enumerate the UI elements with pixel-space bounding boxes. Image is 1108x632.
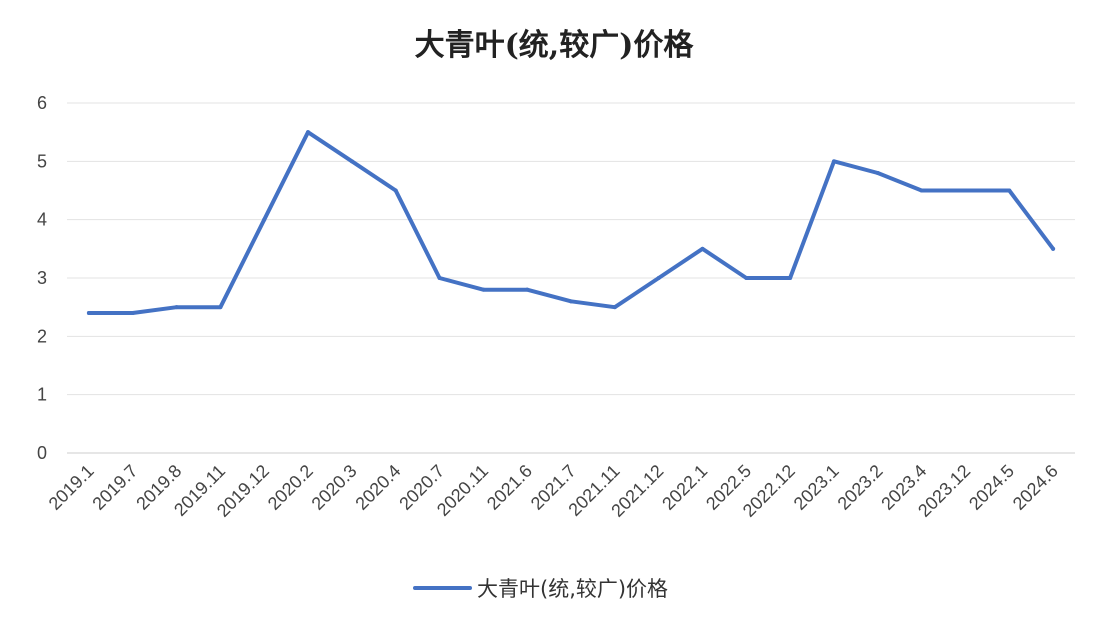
x-tick-label: 2019.7 xyxy=(88,461,141,514)
data-point xyxy=(831,159,836,164)
data-point xyxy=(306,130,311,135)
series-line xyxy=(86,130,1056,315)
x-tick-label: 2019.1 xyxy=(45,461,98,514)
x-tick-label: 2024.6 xyxy=(1009,461,1062,514)
data-point xyxy=(744,276,749,280)
y-tick-label: 2 xyxy=(37,326,47,346)
y-tick-label: 5 xyxy=(37,151,47,171)
x-tick-label: 2021.6 xyxy=(483,461,536,514)
y-tick-label: 4 xyxy=(37,210,47,230)
data-point xyxy=(130,311,135,315)
grid-lines xyxy=(67,102,1075,454)
y-tick-label: 0 xyxy=(37,443,47,463)
x-tick-label: 2020.3 xyxy=(308,461,361,514)
data-point xyxy=(700,246,705,251)
y-axis-ticks: 0 1 2 3 4 5 6 xyxy=(37,93,47,463)
x-tick-label: 2023.1 xyxy=(790,461,843,514)
y-tick-label: 3 xyxy=(37,268,47,288)
data-point xyxy=(349,159,354,164)
y-tick-label: 6 xyxy=(37,93,47,113)
data-point xyxy=(174,305,179,310)
data-point xyxy=(86,311,91,315)
x-tick-label: 2023.2 xyxy=(834,461,887,514)
data-point xyxy=(218,305,223,310)
chart-title: 大青叶(统,较广)价格 xyxy=(415,28,695,63)
x-tick-label: 2024.5 xyxy=(965,461,1018,514)
data-point xyxy=(1007,188,1012,193)
data-point xyxy=(569,299,573,304)
data-point xyxy=(963,188,968,193)
x-axis-ticks: 2019.12019.72019.82019.112019.122020.220… xyxy=(45,461,1062,521)
data-point xyxy=(875,171,880,175)
data-point xyxy=(481,287,486,292)
data-point xyxy=(262,217,267,222)
series-layer xyxy=(86,130,1056,315)
legend-label: 大青叶(统,较广)价格 xyxy=(477,577,668,601)
x-tick-label: 2020.2 xyxy=(264,461,317,514)
y-tick-label: 1 xyxy=(37,385,47,405)
data-point xyxy=(656,276,661,280)
legend: 大青叶(统,较广)价格 xyxy=(413,577,668,601)
data-point xyxy=(919,188,924,193)
data-point xyxy=(393,188,398,193)
x-tick-label: 2020.4 xyxy=(351,461,404,514)
x-tick-label: 2022.1 xyxy=(658,461,711,514)
data-point xyxy=(1051,246,1056,251)
data-point xyxy=(612,305,617,310)
data-point xyxy=(525,287,530,292)
data-point xyxy=(788,276,793,280)
data-point xyxy=(437,276,442,280)
